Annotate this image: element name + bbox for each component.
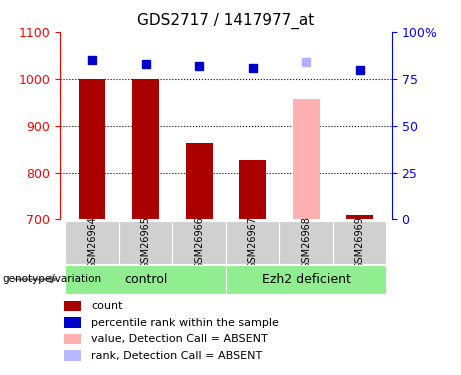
FancyBboxPatch shape: [65, 265, 226, 294]
Bar: [64, 301, 82, 311]
FancyBboxPatch shape: [172, 221, 226, 264]
Title: GDS2717 / 1417977_at: GDS2717 / 1417977_at: [137, 13, 314, 29]
Bar: [132, 79, 159, 219]
FancyBboxPatch shape: [279, 221, 333, 264]
FancyBboxPatch shape: [333, 221, 386, 264]
Text: GSM26965: GSM26965: [141, 216, 151, 269]
FancyBboxPatch shape: [226, 221, 279, 264]
Bar: [64, 317, 82, 328]
Bar: [64, 350, 82, 361]
Text: percentile rank within the sample: percentile rank within the sample: [91, 318, 279, 327]
Text: GSM26969: GSM26969: [355, 216, 365, 269]
Text: genotype/variation: genotype/variation: [2, 274, 101, 284]
Bar: [64, 334, 82, 344]
Text: GSM26966: GSM26966: [194, 216, 204, 269]
FancyBboxPatch shape: [226, 265, 386, 294]
Bar: [186, 144, 213, 219]
FancyBboxPatch shape: [65, 221, 119, 264]
Text: rank, Detection Call = ABSENT: rank, Detection Call = ABSENT: [91, 351, 262, 360]
Bar: [293, 99, 319, 219]
FancyBboxPatch shape: [119, 221, 172, 264]
Bar: [79, 79, 106, 219]
Bar: [346, 214, 373, 219]
Bar: [239, 160, 266, 219]
Text: Ezh2 deficient: Ezh2 deficient: [262, 273, 351, 286]
Text: count: count: [91, 301, 123, 311]
Text: GSM26964: GSM26964: [87, 216, 97, 269]
Text: value, Detection Call = ABSENT: value, Detection Call = ABSENT: [91, 334, 268, 344]
Text: GSM26967: GSM26967: [248, 216, 258, 269]
Text: control: control: [124, 273, 167, 286]
Text: GSM26968: GSM26968: [301, 216, 311, 269]
